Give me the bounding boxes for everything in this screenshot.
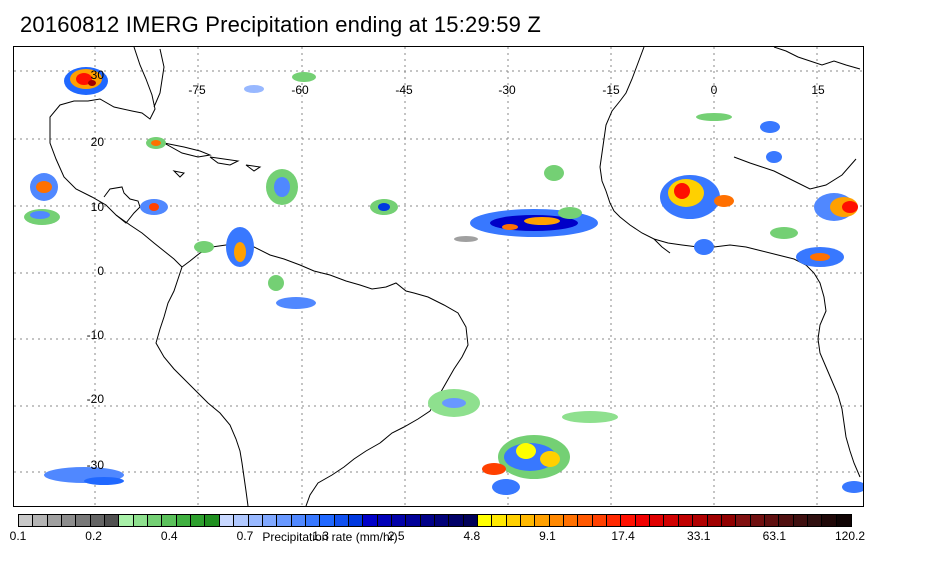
legend-swatch: [391, 515, 407, 526]
legend-swatch: [47, 515, 63, 526]
legend-swatch: [420, 515, 435, 526]
graticule: [14, 47, 863, 506]
legend-swatch: [234, 515, 249, 526]
lat-label: 0: [97, 264, 104, 278]
legend-swatch: [506, 515, 522, 526]
legend-swatch: [90, 515, 106, 526]
legend-swatch: [176, 515, 192, 526]
legend-tick-label: 1.3: [312, 529, 329, 543]
legend-ticks: 0.1 0.2 0.4 0.7 1.3 2.5 4.8 9.1 17.4 33.1 63.1 120.…: [10, 527, 865, 543]
lat-label: 20: [90, 135, 104, 149]
legend-swatch: [277, 515, 292, 526]
lon-label: 15: [811, 83, 825, 97]
legend-swatch: [119, 515, 134, 526]
legend-swatch: [478, 515, 493, 526]
legend-swatch: [779, 515, 794, 526]
legend-swatch: [793, 515, 808, 526]
lat-label: -20: [86, 392, 104, 406]
legend-swatch: [76, 515, 91, 526]
legend-tick-label: 63.1: [762, 529, 787, 543]
precipitation-cells: [24, 67, 863, 495]
lat-label: -10: [86, 328, 104, 342]
legend-swatch: [621, 515, 636, 526]
lon-label: 0: [710, 83, 718, 97]
map-canvas: [14, 47, 863, 506]
lon-label: -30: [498, 83, 516, 97]
legend-swatch: [406, 515, 421, 526]
lon-label: -60: [291, 83, 309, 97]
legend-swatch: [736, 515, 751, 526]
legend-tick-label: 2.5: [387, 529, 405, 543]
legend-swatch: [105, 515, 120, 526]
legend-color-bar: [18, 514, 852, 527]
color-legend: 0.1 0.2 0.4 0.7 1.3 2.5 4.8 9.1 17.4 33.1 63.1 120.…: [10, 514, 865, 543]
legend-tick-label: 0.4: [160, 529, 178, 543]
legend-swatch: [205, 515, 220, 526]
legend-swatch: [33, 515, 48, 526]
legend-swatch: [750, 515, 765, 526]
legend-swatch: [607, 515, 622, 526]
legend-swatch: [434, 515, 450, 526]
legend-swatch: [549, 515, 565, 526]
legend-tick-label: 0.1: [9, 529, 27, 543]
legend-tick-label: 4.8: [463, 529, 481, 543]
legend-swatch: [133, 515, 149, 526]
legend-tick-label: 9.1: [539, 529, 556, 543]
lat-label: 10: [90, 200, 104, 214]
legend-swatch: [262, 515, 278, 526]
precipitation-map: -75 -60 -45 -30 -15 0 15 30 20 10 0 -10 …: [13, 46, 864, 507]
legend-swatch: [578, 515, 593, 526]
legend-swatch: [463, 515, 478, 526]
legend-swatch: [564, 515, 579, 526]
map-title: 20160812 IMERG Precipitation ending at 1…: [20, 12, 542, 37]
legend-label: Precipitation rate (mm/hr): [262, 530, 398, 544]
legend-swatch: [807, 515, 823, 526]
legend-swatch: [305, 515, 321, 526]
legend-swatch: [162, 515, 177, 526]
legend-swatch: [592, 515, 608, 526]
legend-swatch: [62, 515, 77, 526]
legend-swatch: [721, 515, 737, 526]
legend-swatch: [219, 515, 235, 526]
legend-swatch: [535, 515, 550, 526]
legend-tick-label: 0.7: [236, 529, 254, 543]
legend-swatch: [148, 515, 163, 526]
coastlines: [49, 47, 861, 506]
legend-swatch: [650, 515, 665, 526]
legend-tick-label: 120.2: [834, 529, 866, 543]
legend-swatch: [664, 515, 679, 526]
legend-swatch: [707, 515, 722, 526]
legend-tick-label: 33.1: [687, 529, 711, 543]
legend-swatch: [191, 515, 206, 526]
lon-label: -45: [395, 83, 413, 97]
legend-swatch: [248, 515, 263, 526]
legend-swatch: [363, 515, 378, 526]
legend-swatch: [291, 515, 306, 526]
legend-swatch: [320, 515, 335, 526]
lon-label: -15: [602, 83, 620, 97]
legend-tick-label: 17.4: [611, 529, 635, 543]
legend-swatch: [492, 515, 507, 526]
legend-swatch: [19, 515, 34, 526]
legend-tick-label: 0.2: [85, 529, 102, 543]
legend-swatch: [348, 515, 364, 526]
legend-swatch: [521, 515, 536, 526]
legend-swatch: [449, 515, 464, 526]
legend-swatch: [764, 515, 780, 526]
lat-label: -30: [86, 458, 104, 472]
legend-swatch: [822, 515, 837, 526]
legend-swatch: [693, 515, 708, 526]
legend-swatch: [334, 515, 349, 526]
lon-label: -75: [188, 83, 206, 97]
legend-swatch: [377, 515, 392, 526]
legend-swatch: [678, 515, 694, 526]
legend-swatch: [635, 515, 651, 526]
legend-swatch: [836, 515, 851, 526]
lat-label: 30: [90, 68, 104, 82]
